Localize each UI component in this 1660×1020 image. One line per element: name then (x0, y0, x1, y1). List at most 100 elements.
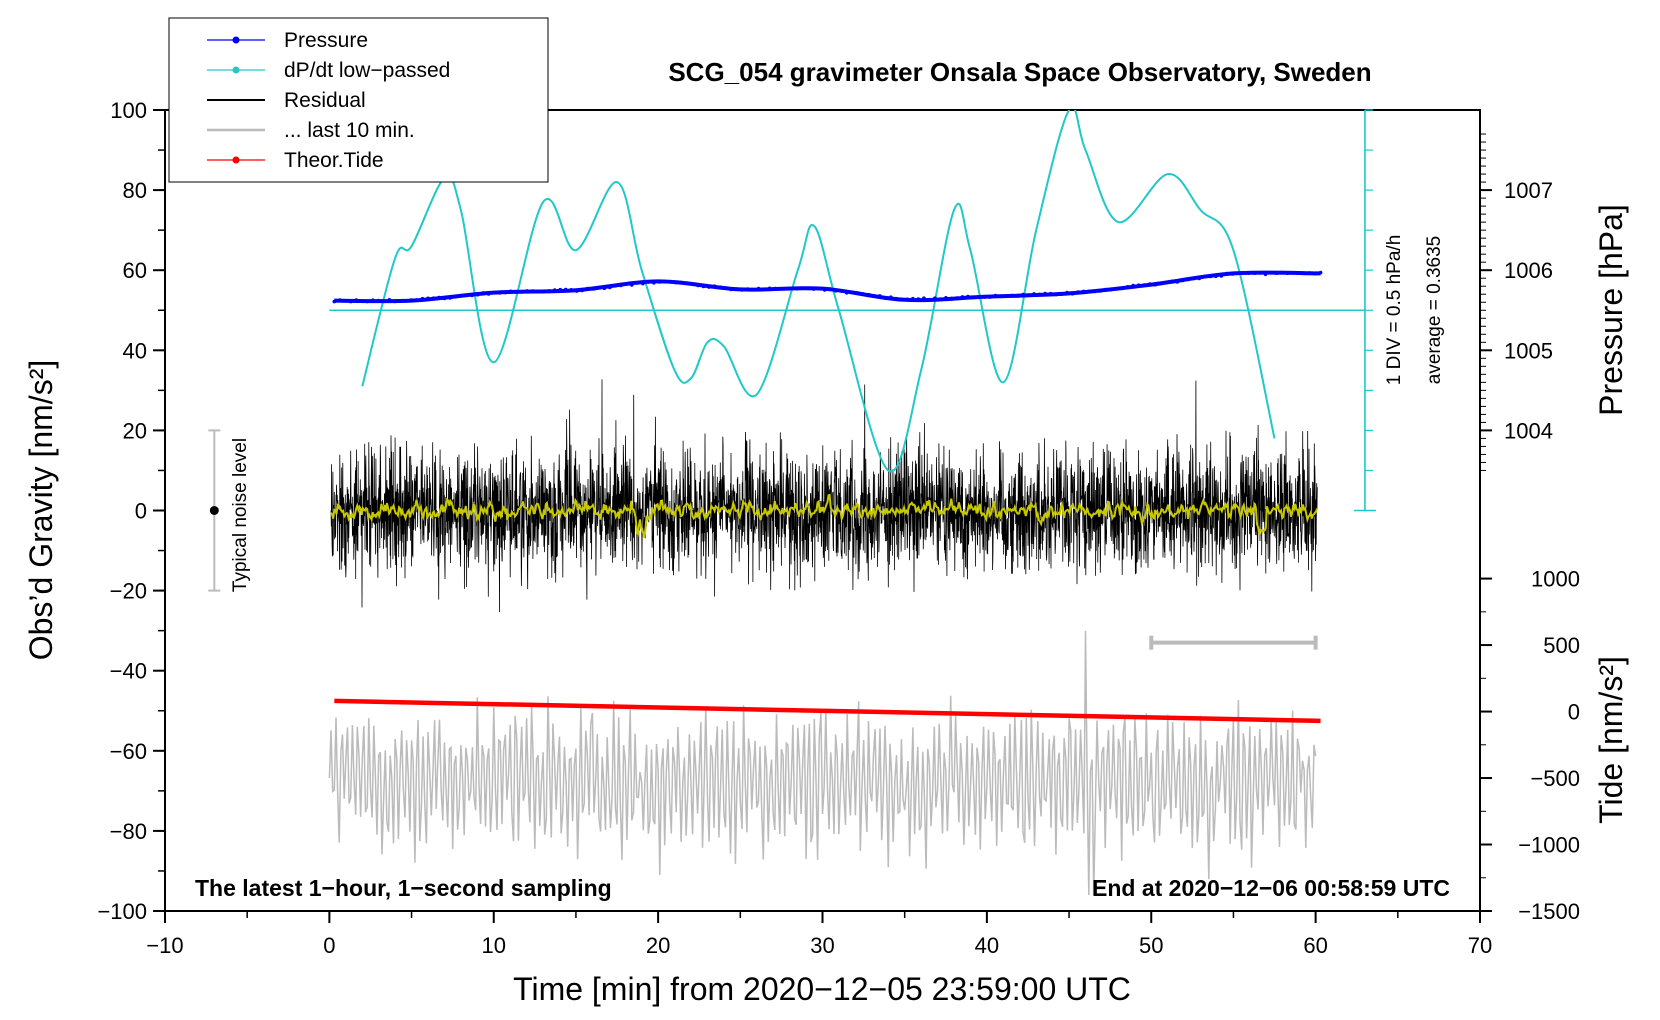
pressure-point (767, 286, 772, 291)
pressure-point (833, 289, 838, 293)
pressure-point (338, 298, 342, 302)
pressure-point (1131, 283, 1135, 288)
pressure-point (822, 288, 827, 292)
pressure-point (1120, 286, 1124, 291)
pressure-point (1252, 271, 1257, 276)
pressure-point (828, 287, 832, 291)
y-tick-label: −100 (97, 899, 147, 924)
pressure-point (1136, 283, 1141, 288)
pressure-point (1081, 289, 1086, 294)
pressure-point (883, 296, 888, 301)
pressure-point (707, 285, 711, 289)
pressure-point (1010, 293, 1014, 298)
pressure-point (1241, 271, 1246, 275)
pressure-point (569, 288, 573, 292)
x-axis-ticks: −10 0 10 20 30 40 50 60 70 (146, 911, 1492, 958)
y-tick-label: 40 (123, 338, 147, 363)
y-tick-label: 0 (135, 499, 147, 524)
pressure-point (591, 287, 596, 291)
pressure-point (1269, 270, 1273, 275)
pressure-point (1280, 270, 1284, 275)
pressure-point (431, 296, 436, 301)
pressure-point (1004, 294, 1009, 299)
pressure-point (349, 299, 353, 304)
legend-swatch-marker (232, 36, 240, 44)
pressure-point (1247, 271, 1251, 275)
pressure-point (745, 287, 750, 291)
legend-label: Theor.Tide (284, 149, 384, 172)
pressure-point (398, 299, 403, 303)
y-tick-label: −60 (110, 739, 147, 764)
pressure-point (1258, 271, 1262, 275)
pressure-point (723, 286, 728, 290)
pressure-point (486, 292, 491, 296)
pressure-point (685, 281, 689, 286)
x-tick-label: 10 (482, 933, 506, 958)
pressure-point (734, 287, 739, 291)
tide-tick-label: −1000 (1518, 833, 1580, 858)
pressure-point (1070, 291, 1075, 296)
pressure-point (563, 287, 568, 292)
pressure-point (1021, 292, 1025, 297)
pressure-point (1263, 272, 1268, 277)
pressure-point (844, 291, 849, 295)
pressure-point (855, 291, 860, 295)
pressure-point (889, 295, 893, 300)
pressure-axis-title: Pressure [hPa] (1593, 204, 1629, 416)
pressure-series (332, 270, 1323, 304)
pressure-point (674, 280, 678, 285)
tide-axis-title: Tide [nm/s²] (1593, 656, 1629, 824)
pressure-point (459, 294, 463, 298)
pressure-point (988, 295, 992, 299)
pressure-point (481, 291, 485, 295)
pressure-point (1043, 291, 1047, 296)
legend-label: Residual (284, 89, 366, 112)
y-tick-label: −80 (110, 819, 147, 844)
pressure-point (663, 279, 667, 284)
typical-noise-level-bar (208, 429, 221, 592)
pressure-point (646, 280, 651, 284)
y-axis-title: Obs’d Gravity [nm/s²] (23, 360, 59, 661)
pressure-point (624, 282, 629, 286)
pressure-point (839, 289, 843, 293)
y-tick-label: −20 (110, 579, 147, 604)
pressure-point (530, 289, 535, 293)
tide-tick-label: −500 (1530, 766, 1580, 791)
pressure-point (751, 288, 755, 292)
pressure-point (387, 298, 392, 302)
pressure-point (905, 297, 910, 302)
pressure-point (365, 299, 370, 304)
x-tick-label: 40 (975, 933, 999, 958)
x-tick-label: 20 (646, 933, 670, 958)
pressure-point (927, 297, 932, 302)
residual-series (330, 379, 1318, 613)
pressure-point (982, 295, 987, 299)
pressure-point (800, 286, 805, 290)
pressure-point (508, 289, 513, 294)
x-tick-label: 0 (323, 933, 335, 958)
pressure-point (1026, 293, 1031, 298)
pressure-point (911, 296, 915, 301)
pressure-point (894, 296, 899, 301)
pressure-point (376, 298, 381, 303)
pressure-point (1015, 294, 1020, 298)
pressure-point (371, 298, 375, 303)
pressure-point (955, 296, 959, 300)
legend-swatch-marker (232, 156, 240, 164)
pressure-point (1307, 271, 1312, 275)
pressure-point (586, 286, 590, 291)
pressure-point (1208, 274, 1213, 279)
pressure-line (334, 270, 1321, 304)
pressure-point (1219, 274, 1224, 278)
legend-label: Pressure (284, 29, 368, 52)
pressure-point (1048, 291, 1053, 296)
pressure-point (1159, 281, 1163, 286)
pressure-point (1076, 290, 1080, 294)
pressure-point (635, 281, 640, 285)
tide-tick-label: −1500 (1518, 899, 1580, 924)
pressure-point (718, 285, 722, 290)
pressure-point (442, 296, 447, 301)
pressure-point (492, 290, 496, 295)
pressure-point (789, 286, 794, 291)
pressure-point (1192, 276, 1196, 281)
